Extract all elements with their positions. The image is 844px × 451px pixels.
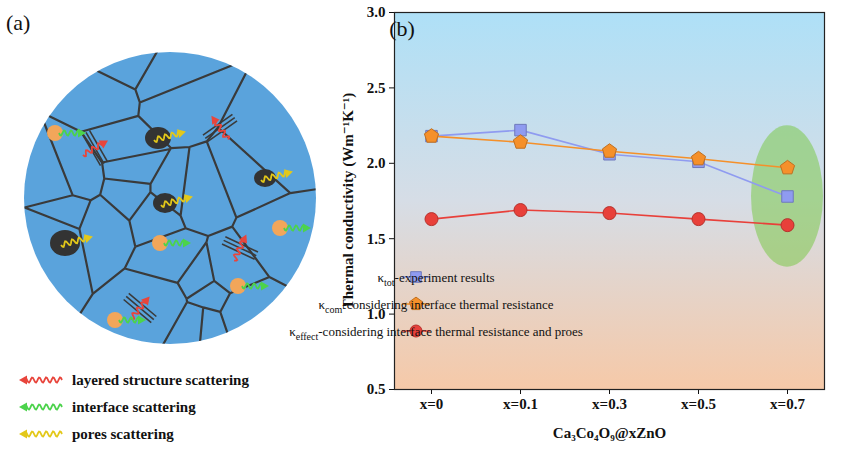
svg-text:layered structure scattering: layered structure scattering — [72, 372, 249, 388]
svg-text:(a): (a) — [6, 10, 30, 35]
svg-text:Thermal conductivity (Wm⁻¹K⁻¹): Thermal conductivity (Wm⁻¹K⁻¹) — [340, 93, 357, 309]
svg-text:x=0.5: x=0.5 — [681, 396, 716, 412]
svg-text:(b): (b) — [389, 16, 415, 41]
svg-text:x=0.7: x=0.7 — [770, 396, 805, 412]
svg-text:x=0: x=0 — [420, 396, 444, 412]
svg-text:3.0: 3.0 — [367, 4, 386, 20]
svg-text:2.5: 2.5 — [367, 80, 386, 96]
svg-text:0.5: 0.5 — [367, 381, 386, 397]
svg-text:pores scattering: pores scattering — [72, 426, 174, 442]
svg-text:Ca₃Co₄O₉@xZnO: Ca₃Co₄O₉@xZnO — [553, 425, 666, 441]
svg-text:κeffect-considering interface: κeffect-considering interface thermal re… — [289, 324, 583, 342]
svg-text:2.0: 2.0 — [367, 155, 386, 171]
svg-text:x=0.3: x=0.3 — [592, 396, 627, 412]
svg-text:κcom-considering interface the: κcom-considering interface thermal resis… — [319, 297, 554, 315]
svg-text:1.5: 1.5 — [367, 231, 386, 247]
svg-text:1.0: 1.0 — [366, 305, 386, 322]
svg-text:x=0.1: x=0.1 — [503, 396, 538, 412]
svg-text:κtot-experiment results: κtot-experiment results — [377, 270, 494, 288]
svg-text:interface scattering: interface scattering — [72, 399, 196, 415]
